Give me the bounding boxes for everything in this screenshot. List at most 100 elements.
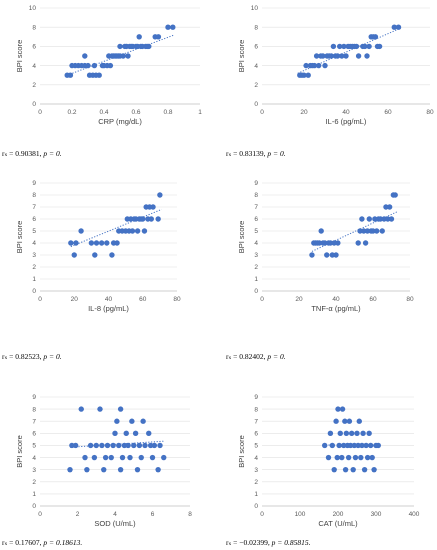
chart-crp-point: [155, 34, 162, 40]
chart-tnf-point: [379, 228, 385, 234]
chart-cat-ytick-label: 2: [254, 479, 258, 486]
chart-il8-point: [157, 192, 163, 198]
chart-cat-point: [348, 430, 355, 437]
caption-il6-r: rₛ = 0.83139,: [226, 149, 268, 158]
chart-cat-ytick-label: 9: [254, 394, 258, 401]
chart-tnf-point: [383, 204, 389, 210]
chart-crp-trendline: [67, 34, 175, 76]
chart-cat-ylabel: BPI score: [237, 435, 246, 468]
chart-tnf-xtick-label: 80: [406, 296, 414, 303]
chart-il6-point: [305, 72, 311, 78]
chart-sod-point: [91, 454, 98, 461]
chart-il8-point: [71, 252, 77, 258]
chart-cat-xtick-label: 100: [295, 511, 306, 518]
chart-il8-xtick-label: 40: [105, 296, 113, 303]
chart-tnf-point: [361, 228, 367, 234]
chart-cat-point: [363, 442, 369, 449]
chart-sod-ytick-label: 6: [32, 431, 36, 438]
chart-cat-point: [371, 466, 377, 473]
chart-sod-point: [147, 442, 154, 449]
chart-il6-point: [372, 34, 379, 40]
chart-il8-point: [134, 228, 141, 234]
chart-tnf-point: [385, 216, 391, 222]
chart-il6-point: [328, 53, 334, 59]
chart-sod-point: [151, 442, 158, 449]
chart-cat-point: [364, 454, 371, 461]
chart-cat-point: [369, 454, 375, 461]
chart-tnf-point: [370, 228, 376, 234]
chart-cat-point: [359, 442, 365, 449]
chart-sod-ytick-label: 4: [32, 455, 36, 462]
chart-sod-point: [136, 442, 143, 449]
chart-cat-point: [342, 466, 349, 473]
chart-cat-ytick-label: 4: [254, 455, 258, 462]
chart-tnf-ytick-label: 3: [254, 252, 258, 259]
chart-il8-point: [129, 228, 136, 234]
chart-il8-ytick-label: 4: [32, 240, 36, 247]
chart-il8-point: [150, 204, 156, 210]
chart-cat-point: [336, 442, 342, 449]
chart-il8-point: [88, 240, 95, 246]
chart-il8-xtick-label: 20: [71, 296, 79, 303]
chart-sod-point: [110, 442, 116, 449]
chart-il6-xlabel: IL-6 (pg/mL): [326, 117, 367, 126]
chart-crp-point: [85, 62, 91, 69]
chart-tnf-point: [372, 216, 378, 222]
chart-crp-point: [125, 53, 131, 59]
chart-crp: 0 2 4 6 8 10 0 0.2 0.4 0.6 0.8 1 CRP (mg/dL) BPI scor…: [0, 0, 210, 130]
chart-cat-point: [334, 454, 340, 461]
chart-sod-point: [108, 454, 114, 461]
chart-crp-xtick-label: 1: [198, 109, 202, 116]
chart-sod-point: [149, 454, 156, 461]
chart-cat-point: [347, 442, 354, 449]
chart-il6-ytick-label: 4: [254, 63, 258, 70]
chart-sod-point: [129, 418, 135, 424]
chart-cat-ytick-label: 1: [254, 491, 258, 498]
chart-sod-point: [157, 442, 163, 449]
chart-il8-point: [114, 240, 120, 246]
caption-crp-p: p = 0.: [43, 149, 62, 158]
chart-sod-ytick-label: 8: [32, 406, 36, 413]
chart-il6-point: [337, 43, 343, 50]
chart-sod-point: [155, 466, 161, 473]
chart-cat-xtick-label: 400: [409, 511, 420, 518]
chart-crp-point: [165, 24, 171, 30]
chart-sod-point: [131, 442, 137, 449]
chart-il8-point: [92, 252, 98, 258]
chart-tnf-point: [386, 204, 393, 210]
caption-il8-p: p = 0.: [43, 352, 62, 361]
chart-cat-point: [333, 418, 339, 424]
chart-sod-point: [114, 418, 120, 424]
chart-cat-ytick-label: 6: [254, 431, 258, 438]
chart-crp-xtick-label: 0.4: [99, 109, 108, 116]
chart-tnf-ytick-label: 8: [254, 192, 258, 199]
caption-tnf: rₛ = 0.82402, p = 0.: [226, 352, 286, 361]
chart-sod-xtick-label: 8: [188, 511, 192, 518]
chart-cat-point: [325, 454, 332, 461]
chart-tnf: 0 1 2 3 4 5 6 7 8 9 0 20 40 60 80 TNF-α (pg/mL) BPI scor…: [237, 180, 414, 313]
caption-il6-p: p = 0.: [267, 149, 286, 158]
chart-il6-xtick-label: 60: [384, 109, 392, 116]
chart-tnf-xtick-label: 20: [295, 296, 303, 303]
chart-crp-xtick-label: 0: [38, 109, 42, 116]
chart-crp-xtick-label: 0.8: [163, 109, 172, 116]
chart-crp-ylabel: BPI score: [15, 40, 24, 73]
chart-sod-point: [142, 442, 148, 449]
chart-sod-point: [161, 454, 167, 461]
chart-sod-point: [134, 466, 141, 473]
chart-sod-point: [67, 466, 73, 473]
chart-il8-ytick-label: 0: [32, 288, 36, 295]
chart-cat-point: [346, 418, 353, 424]
chart-il6-point: [395, 24, 402, 30]
chart-sod-xtick-label: 4: [113, 511, 117, 518]
chart-crp-point: [91, 62, 98, 69]
chart-crp-ytick-label: 2: [32, 82, 36, 89]
chart-sod-point: [104, 442, 111, 449]
chart-il6-point: [362, 43, 368, 50]
chart-tnf-point: [366, 216, 372, 222]
chart-sod-point: [116, 442, 122, 449]
chart-il8-ytick-label: 8: [32, 192, 36, 199]
chart-cat-point: [331, 466, 337, 473]
chart-tnf-point: [329, 252, 335, 258]
chart-cat-point: [345, 454, 352, 461]
